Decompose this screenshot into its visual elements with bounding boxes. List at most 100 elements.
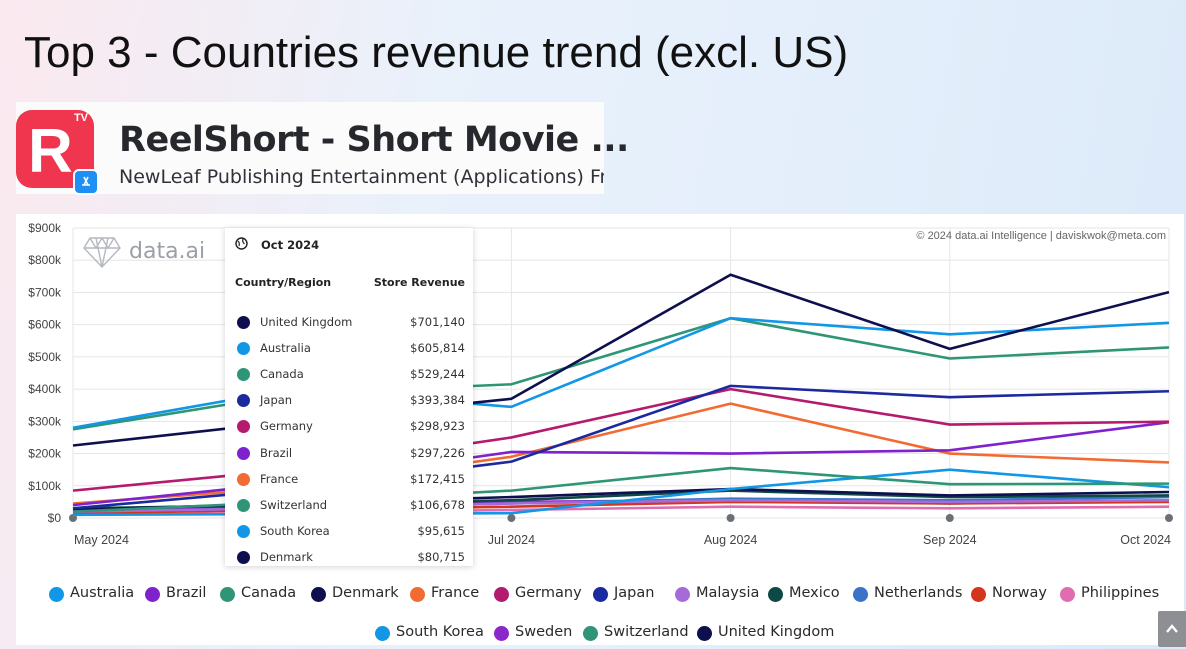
legend-label: Norway <box>992 585 1048 601</box>
tooltip-country-name: South Korea <box>260 523 330 538</box>
series-color-dot <box>237 550 250 564</box>
legend-label: France <box>431 585 480 601</box>
y-tick-label: $100k <box>28 479 62 493</box>
series-color-dot <box>237 524 250 538</box>
tooltip-revenue-value: $605,814 <box>410 341 465 356</box>
tooltip-revenue-value: $172,415 <box>410 471 465 486</box>
y-tick-label: $0 <box>48 511 62 525</box>
tooltip-revenue-value: $701,140 <box>410 315 465 329</box>
tooltip-row: Brazil $297,226 <box>235 444 465 464</box>
x-tick-marker <box>507 514 516 522</box>
tooltip-country-name: United Kingdom <box>260 315 353 329</box>
series-color-dot <box>237 342 250 356</box>
tooltip-country-name: France <box>260 471 299 486</box>
tooltip-country-name: Brazil <box>260 445 293 460</box>
slide-title: Top 3 - Countries revenue trend (excl. U… <box>24 28 849 77</box>
x-tick-label: Aug 2024 <box>704 533 758 547</box>
x-tick-label: Jul 2024 <box>488 533 535 547</box>
legend-label: Denmark <box>332 585 399 601</box>
chevron-up-icon <box>1166 623 1178 633</box>
series-color-dot <box>237 316 250 329</box>
line-chart: $0 $100k $200k $300k $400k $500k $600k $700k $80… <box>28 221 1173 547</box>
scroll-to-top-button[interactable] <box>1158 611 1186 647</box>
tooltip-country-name: Denmark <box>260 549 313 564</box>
legend-color-dot <box>311 587 326 602</box>
legend-label: Malaysia <box>696 585 760 601</box>
y-tick-label: $600k <box>28 318 62 332</box>
tooltip-revenue-value: $95,615 <box>417 523 465 538</box>
legend-label: Sweden <box>515 624 573 640</box>
series-color-dot <box>237 368 250 382</box>
legend-label: Germany <box>515 585 582 601</box>
tooltip-country-name: Japan <box>260 393 293 408</box>
app-name[interactable]: ReelShort - Short Movie ... <box>119 120 629 160</box>
app-store-icon <box>73 169 99 195</box>
tooltip-row: Switzerland $106,678 <box>235 496 465 516</box>
app-icon-letter: R <box>28 117 73 186</box>
chart-tooltip: Oct 2024 Country/Region Store Revenue Un… <box>225 228 473 566</box>
x-tick-marker <box>726 514 735 522</box>
legend-color-dot <box>593 587 608 602</box>
legend-color-dot <box>494 626 509 641</box>
legend-label: Australia <box>70 585 135 601</box>
tooltip-header-revenue: Store Revenue <box>373 276 465 289</box>
tooltip-country-name: Switzerland <box>260 497 328 512</box>
legend-color-dot <box>494 587 509 602</box>
x-tick-label: May 2024 <box>74 533 129 547</box>
legend-label: Philippines <box>1081 585 1160 601</box>
tooltip-row: South Korea $95,615 <box>235 522 465 542</box>
tooltip-row: United Kingdom $701,140 <box>235 313 465 333</box>
chart-panel: $0 $100k $200k $300k $400k $500k $600k $700k $80… <box>16 214 1184 645</box>
legend-label: United Kingdom <box>718 624 835 640</box>
tooltip-row: France $172,415 <box>235 470 465 490</box>
y-tick-label: $800k <box>28 253 62 267</box>
series-color-dot <box>237 420 250 434</box>
x-tick-marker <box>945 514 954 522</box>
legend-color-dot <box>853 587 868 602</box>
y-tick-label: $500k <box>28 350 62 364</box>
copyright-text: © 2024 data.ai Intelligence | daviskwok@… <box>916 230 1166 242</box>
series-color-dot <box>237 472 250 486</box>
legend-color-dot <box>971 587 986 602</box>
legend-color-dot <box>145 587 160 602</box>
legend-color-dot <box>375 626 390 641</box>
y-tick-label: $300k <box>28 414 62 428</box>
tooltip-revenue-value: $80,715 <box>417 549 465 564</box>
tooltip-row: Canada $529,244 <box>235 365 465 385</box>
legend-color-dot <box>768 587 783 602</box>
tooltip-country-name: Germany <box>260 419 313 434</box>
tooltip-header-country: Country/Region <box>235 276 332 289</box>
app-icon-badge: TV <box>73 112 88 124</box>
tooltip-country-name: Australia <box>260 341 311 356</box>
app-publisher[interactable]: NewLeaf Publishing Entertainment (Applic… <box>119 166 604 188</box>
legend-label: Switzerland <box>604 624 689 640</box>
y-tick-label: $200k <box>28 447 62 461</box>
tooltip-row: Japan $393,384 <box>235 391 465 411</box>
tooltip-row: Germany $298,923 <box>235 417 465 437</box>
legend-color-dot <box>1060 587 1075 602</box>
app-header: R TV ReelShort - Short Movie ... NewLeaf… <box>16 102 629 195</box>
legend-color-dot <box>220 587 235 602</box>
tooltip-revenue-value: $529,244 <box>410 367 465 382</box>
app-icon: R TV <box>16 110 94 188</box>
tooltip-country-name: Canada <box>260 367 304 382</box>
tooltip-date: Oct 2024 <box>261 238 320 252</box>
x-tick-marker <box>1165 514 1173 522</box>
series-color-dot <box>237 498 250 512</box>
tooltip-revenue-value: $393,384 <box>410 393 465 408</box>
legend-color-dot <box>49 587 64 602</box>
tooltip-revenue-value: $297,226 <box>410 445 465 460</box>
series-color-dot <box>237 394 250 408</box>
y-tick-label: $700k <box>28 285 62 299</box>
legend-color-dot <box>583 626 598 641</box>
legend-label: Brazil <box>166 585 207 601</box>
tooltip-row: Australia $605,814 <box>235 339 465 359</box>
globe-icon <box>235 237 248 254</box>
legend-label: Netherlands <box>874 585 963 601</box>
legend-label: Canada <box>241 585 297 601</box>
y-tick-label: $900k <box>28 221 62 235</box>
legend-color-dot <box>410 587 425 602</box>
legend-label: Mexico <box>789 585 840 601</box>
data-ai-logo: data.ai <box>82 234 205 270</box>
tooltip-revenue-value: $298,923 <box>410 419 465 434</box>
